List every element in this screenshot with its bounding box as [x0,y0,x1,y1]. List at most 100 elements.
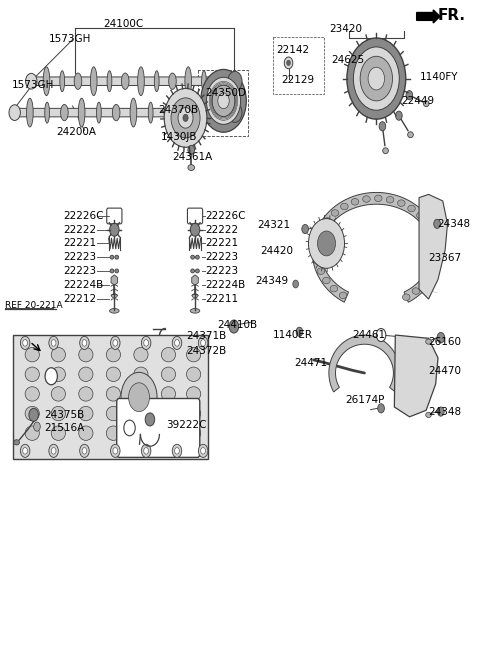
Circle shape [293,280,299,288]
Circle shape [171,98,200,138]
Circle shape [51,340,56,346]
Text: 39222C: 39222C [167,420,207,430]
Ellipse shape [202,71,206,92]
Ellipse shape [161,367,176,382]
Text: 24349: 24349 [255,277,288,286]
Ellipse shape [134,387,148,401]
FancyBboxPatch shape [32,77,234,85]
Ellipse shape [134,426,148,440]
Ellipse shape [323,277,330,284]
Ellipse shape [51,387,65,401]
Circle shape [175,447,180,454]
FancyArrow shape [417,10,440,23]
Ellipse shape [341,203,348,210]
Ellipse shape [191,255,194,259]
Text: 22223: 22223 [63,252,96,262]
Circle shape [190,223,200,237]
Circle shape [201,447,205,454]
Text: 22221: 22221 [63,238,96,248]
Ellipse shape [155,71,159,92]
Text: 22223: 22223 [63,266,96,276]
Ellipse shape [314,258,321,264]
Ellipse shape [182,98,189,127]
Ellipse shape [187,387,201,401]
Polygon shape [329,335,400,392]
Text: 24461: 24461 [353,330,386,340]
Circle shape [178,108,193,128]
Ellipse shape [397,200,405,206]
Circle shape [113,447,118,454]
FancyBboxPatch shape [117,399,200,457]
Text: 22212: 22212 [63,294,96,304]
Ellipse shape [78,98,85,127]
Ellipse shape [111,294,117,298]
Text: 24372B: 24372B [187,346,227,356]
Ellipse shape [188,165,194,171]
Circle shape [172,336,182,350]
Ellipse shape [408,132,413,138]
Circle shape [144,447,148,454]
Text: 23420: 23420 [329,24,362,34]
FancyBboxPatch shape [107,208,122,224]
Text: 1140ER: 1140ER [273,330,313,340]
Ellipse shape [106,367,120,382]
Text: 26174P: 26174P [346,396,385,405]
Ellipse shape [25,406,39,420]
Ellipse shape [43,67,50,96]
Circle shape [438,407,444,416]
Text: 22223: 22223 [205,252,239,262]
Ellipse shape [423,101,429,106]
Ellipse shape [200,102,205,123]
Text: 1430JB: 1430JB [160,132,197,142]
Ellipse shape [25,367,39,382]
Ellipse shape [330,285,338,292]
Circle shape [20,444,30,457]
Ellipse shape [51,406,65,420]
Ellipse shape [190,309,200,313]
Circle shape [353,47,399,110]
Circle shape [20,336,30,350]
Circle shape [121,373,157,422]
Ellipse shape [386,196,394,203]
Circle shape [82,340,87,346]
Ellipse shape [51,426,65,440]
Polygon shape [395,335,438,417]
Ellipse shape [314,237,322,243]
Circle shape [198,444,208,457]
Ellipse shape [426,271,434,278]
Circle shape [228,102,242,122]
Text: 24370B: 24370B [158,105,198,115]
Ellipse shape [426,339,432,344]
Ellipse shape [187,348,201,362]
Circle shape [201,340,205,346]
Circle shape [172,444,182,457]
Ellipse shape [432,240,439,247]
Circle shape [142,444,151,457]
Ellipse shape [313,247,320,254]
Circle shape [9,104,20,120]
Text: 22129: 22129 [281,75,314,85]
Ellipse shape [383,148,388,154]
Circle shape [29,408,38,421]
Circle shape [129,383,149,411]
Circle shape [175,340,180,346]
Circle shape [164,89,207,147]
Circle shape [34,422,40,431]
Text: REF 20-221A: REF 20-221A [5,301,63,310]
Ellipse shape [106,387,120,401]
Text: 22226C: 22226C [63,211,104,221]
Text: 24371B: 24371B [187,331,227,342]
Circle shape [406,91,413,100]
Ellipse shape [90,67,97,96]
Ellipse shape [363,196,370,202]
Ellipse shape [51,348,65,362]
Circle shape [80,444,89,457]
Circle shape [198,336,208,350]
Ellipse shape [148,102,153,123]
Ellipse shape [25,348,39,362]
Ellipse shape [161,406,176,420]
Circle shape [368,67,384,90]
Ellipse shape [431,261,438,268]
Text: 1573GH: 1573GH [49,34,91,44]
Text: 22222: 22222 [205,225,239,235]
